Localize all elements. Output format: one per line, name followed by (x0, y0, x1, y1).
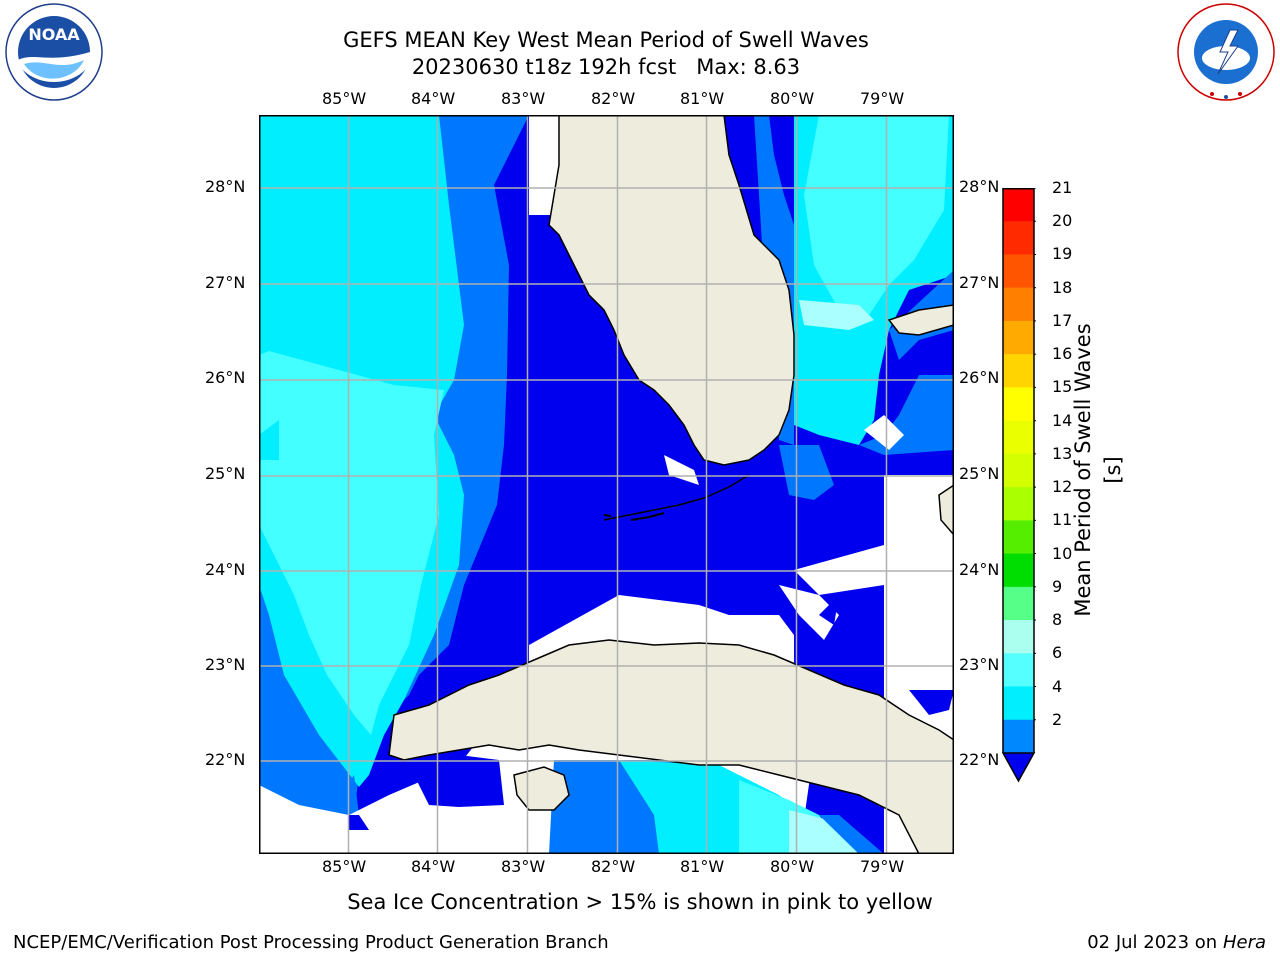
lon-label: 81°W (680, 89, 725, 108)
lon-label: 84°W (411, 89, 456, 108)
footer-date-text: 02 Jul 2023 on (1087, 932, 1223, 953)
lon-label: 85°W (322, 89, 367, 108)
lat-label: 25°N (959, 464, 1000, 483)
colorbar-segment (1003, 520, 1034, 555)
colorbar-segment (1003, 453, 1034, 488)
colorbar-segment (1003, 586, 1034, 621)
lat-label: 25°N (205, 464, 246, 483)
swell-period-map (259, 115, 954, 854)
lon-label: 85°W (322, 857, 367, 876)
colorbar-segment (1003, 553, 1034, 588)
colorbar-segment (1003, 188, 1034, 222)
lat-label: 24°N (205, 560, 246, 579)
colorbar-tick-label: 18 (1052, 277, 1073, 297)
colorbar-tick-label: 17 (1052, 310, 1073, 330)
colorbar-label: Mean Period of Swell Waves [s] (1071, 323, 1125, 617)
land-florida (548, 115, 795, 466)
lon-label: 81°W (680, 857, 725, 876)
map-subtitle-forecast: 20230630 t18z 192h fcst Max: 8.63 (411, 55, 801, 79)
colorbar-tick-label: 13 (1052, 443, 1073, 463)
colorbar-under-triangle (1001, 752, 1036, 783)
colorbar (1001, 187, 1036, 783)
colorbar-tick-label: 21 (1052, 178, 1073, 197)
colorbar-segment (1003, 287, 1034, 322)
colorbar-tick-label: 10 (1052, 543, 1073, 563)
sea-ice-note: Sea Ice Concentration > 15% is shown in … (347, 890, 933, 914)
field-pale-cyan-east (799, 300, 874, 330)
lon-label: 80°W (770, 857, 815, 876)
colorbar-segment (1003, 719, 1034, 754)
field-light-cyan-west (259, 351, 444, 735)
lon-label: 84°W (411, 857, 456, 876)
colorbar-tick-label: 2 (1052, 709, 1063, 729)
colorbar-tick-label: 8 (1052, 610, 1063, 630)
colorbar-tick-label: 14 (1052, 410, 1073, 430)
lat-label: 23°N (959, 655, 1000, 674)
lat-label: 28°N (959, 177, 1000, 196)
footer-branch: NCEP/EMC/Verification Post Processing Pr… (13, 932, 609, 953)
noaa-logo: NOAA (4, 2, 104, 102)
nws-logo (1176, 2, 1276, 102)
colorbar-tick-label: 16 (1052, 344, 1073, 364)
colorbar-segment (1003, 387, 1034, 422)
lat-label: 27°N (205, 273, 246, 292)
footer-host: Hera (1222, 932, 1266, 953)
footer-date: 02 Jul 2023 on Hera (1087, 932, 1266, 953)
lat-label: 24°N (959, 560, 1000, 579)
land-cuba (388, 639, 954, 854)
lon-label: 82°W (591, 89, 636, 108)
noaa-logo-text: NOAA (28, 25, 80, 44)
lon-label: 82°W (591, 857, 636, 876)
lat-label: 26°N (959, 368, 1000, 387)
colorbar-tick-label: 4 (1052, 676, 1063, 696)
lat-label: 28°N (205, 177, 246, 196)
colorbar-tick-label: 19 (1052, 244, 1073, 264)
colorbar-segment (1003, 487, 1034, 521)
lat-label: 23°N (205, 655, 246, 674)
florida-keys (603, 474, 750, 521)
colorbar-segment (1003, 653, 1034, 688)
graticule (259, 115, 954, 854)
colorbar-tick-label: 6 (1052, 643, 1063, 663)
lat-label: 26°N (205, 368, 246, 387)
map-title: GEFS MEAN Key West Mean Period of Swell … (343, 28, 869, 52)
lon-label: 80°W (770, 89, 815, 108)
lat-label: 22°N (205, 750, 246, 769)
colorbar-tick-label: 15 (1052, 377, 1073, 397)
colorbar-tick-label: 11 (1052, 510, 1073, 530)
colorbar-segment (1003, 620, 1034, 654)
map-panel (259, 115, 954, 854)
land-bahamas (887, 304, 954, 336)
lon-label: 79°W (860, 89, 905, 108)
lat-label: 27°N (959, 273, 1000, 292)
colorbar-segment (1003, 686, 1034, 721)
lon-label: 79°W (860, 857, 905, 876)
field-light-cyan-east (804, 115, 949, 315)
colorbar-segment (1003, 221, 1034, 255)
lat-label: 22°N (959, 750, 1000, 769)
lon-label: 83°W (501, 89, 546, 108)
colorbar-segment (1003, 320, 1034, 355)
colorbar-tick-label: 9 (1052, 576, 1063, 596)
lon-label: 83°W (501, 857, 546, 876)
colorbar-tick-label: 20 (1052, 211, 1073, 231)
colorbar-segment (1003, 420, 1034, 455)
colorbar-segment (1003, 354, 1034, 388)
colorbar-tick-label: 12 (1052, 477, 1073, 497)
colorbar-segment (1003, 254, 1034, 289)
